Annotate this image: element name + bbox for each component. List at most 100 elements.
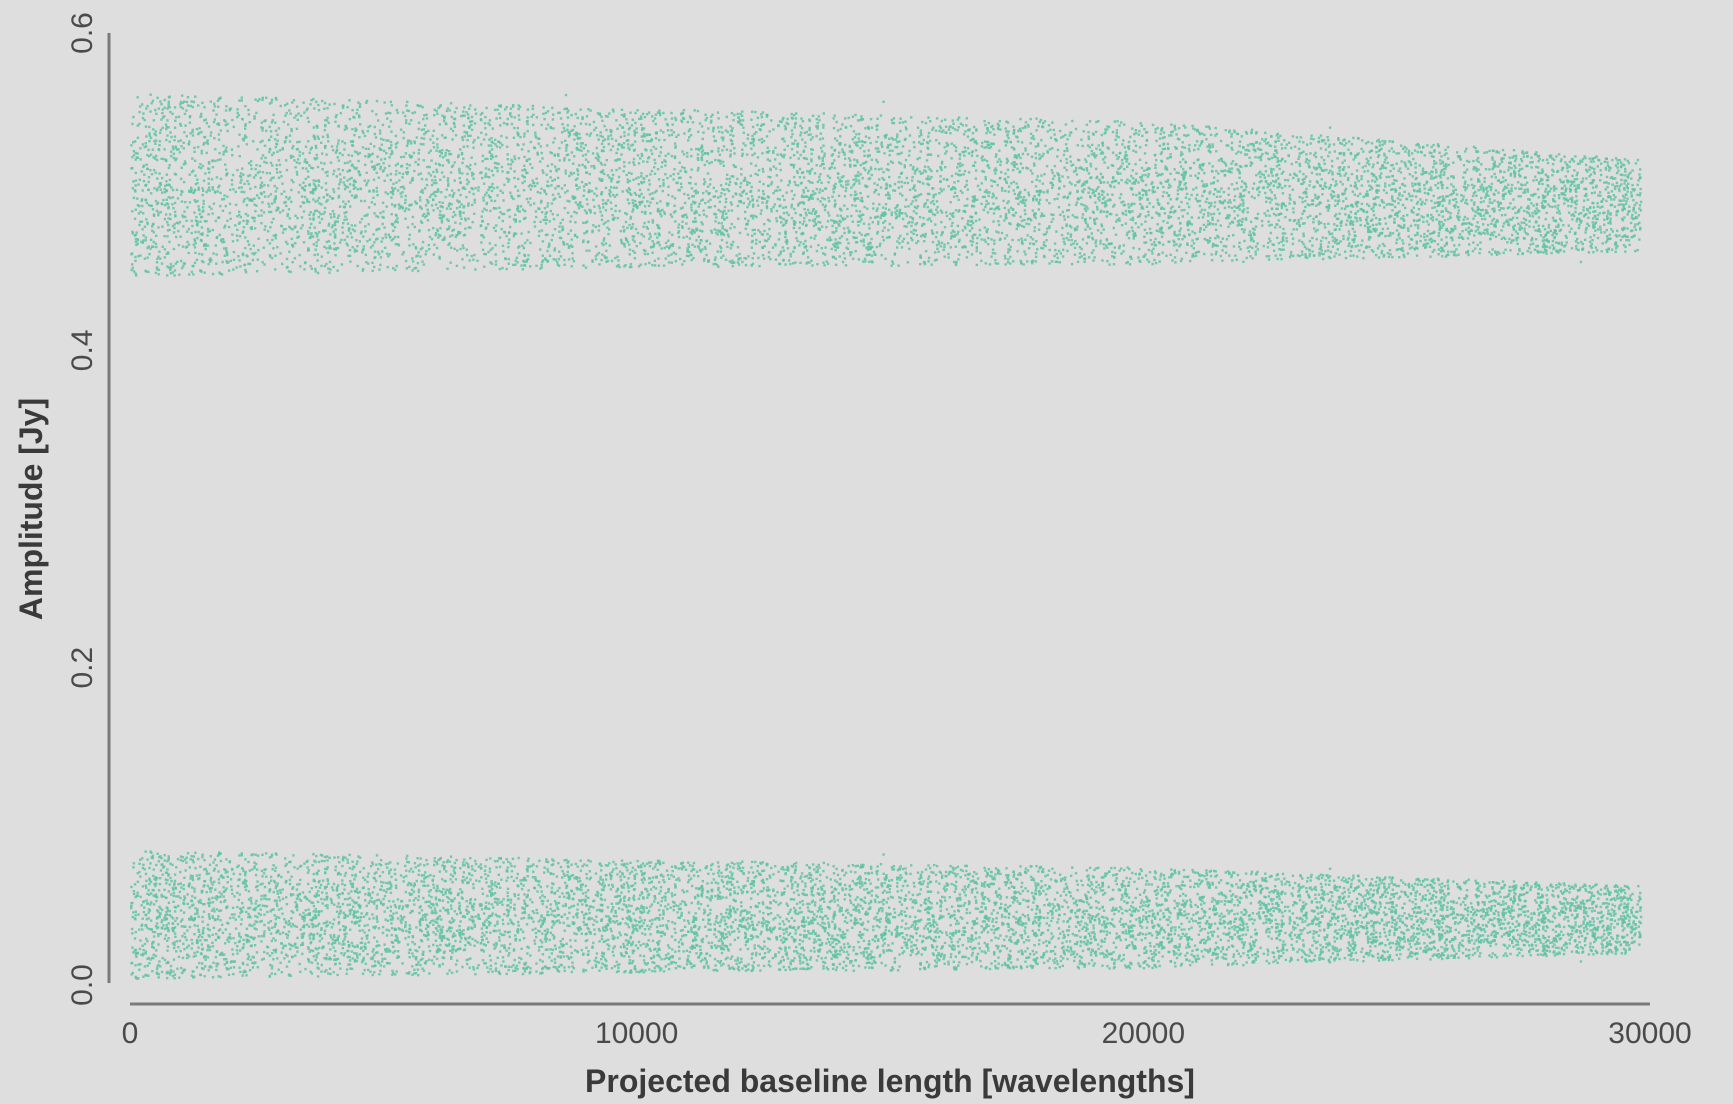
data-point [1369,219,1373,222]
data-point [1264,170,1268,173]
data-point [941,230,944,234]
data-point [1542,244,1545,247]
data-point [1594,229,1597,232]
data-point [1415,254,1419,257]
data-point [1513,224,1516,227]
data-point [1240,228,1244,231]
data-point [436,207,439,210]
data-point [1210,253,1213,256]
data-point [313,253,316,257]
data-point [234,224,237,227]
data-point [1207,214,1210,217]
data-point [785,211,789,214]
data-point [799,213,802,217]
data-point [275,187,279,190]
data-point [1589,160,1593,163]
data-point [544,212,547,215]
data-point [1302,232,1305,235]
data-point [1317,162,1321,165]
data-point [439,234,442,237]
data-point [633,134,636,137]
data-point [1110,181,1114,184]
data-point [1203,228,1206,231]
data-point [317,231,321,234]
data-point [1586,170,1589,173]
data-point [847,242,850,245]
data-point [548,244,551,247]
data-point [219,129,222,132]
data-point [445,188,448,191]
data-point [628,248,632,251]
data-point [803,208,806,211]
data-point [168,240,171,244]
data-point [417,127,420,131]
data-point [730,209,734,212]
data-point [1297,179,1300,182]
data-point [414,200,417,203]
data-point [1167,194,1170,198]
data-point [899,162,903,165]
data-point [1221,259,1224,262]
data-point [185,100,189,104]
data-point [175,157,178,160]
data-point [902,237,906,241]
data-point [1521,150,1524,153]
data-point [332,265,335,269]
data-point [1140,178,1143,182]
data-point [847,157,851,160]
data-point [1190,244,1193,248]
data-point [1223,206,1227,210]
data-point [837,155,840,158]
data-point [136,204,140,207]
data-point [1254,253,1257,256]
data-point [918,216,922,219]
data-point [426,208,429,211]
data-point [998,120,1001,123]
data-point [1168,183,1171,186]
data-point [1564,161,1567,164]
data-point [136,96,139,99]
data-point [1359,223,1362,227]
data-point [674,116,677,120]
data-point [1246,148,1249,152]
data-point [1398,256,1401,259]
data-point [1315,166,1318,170]
data-point [1129,187,1132,190]
data-point [157,211,160,214]
data-point [688,115,692,118]
data-point [1595,155,1598,158]
data-point [1315,173,1318,176]
data-point [1290,162,1293,166]
data-point [1490,231,1493,235]
data-point [238,155,241,158]
data-point [987,121,991,125]
data-point [1117,167,1120,171]
data-point [1255,174,1258,177]
data-point [1158,144,1162,147]
data-point [1441,204,1444,207]
data-point [890,118,894,122]
data-point [203,220,207,223]
data-point [226,122,229,126]
data-point [285,136,288,139]
data-point [756,199,759,202]
data-point [1411,175,1414,178]
data-point [1519,175,1522,178]
data-point [226,129,229,133]
data-point [298,154,301,157]
data-point [369,142,372,145]
data-point [1188,220,1191,223]
data-point [346,106,349,109]
data-point [524,241,527,245]
data-point [1344,256,1348,260]
data-point [1280,204,1283,207]
data-point [458,171,461,174]
data-point [401,191,404,194]
data-point [891,149,894,152]
data-point [1205,225,1208,228]
data-point [790,148,794,151]
data-point [598,207,601,210]
data-point [498,236,502,239]
data-point [1404,206,1407,210]
data-point [833,221,836,224]
